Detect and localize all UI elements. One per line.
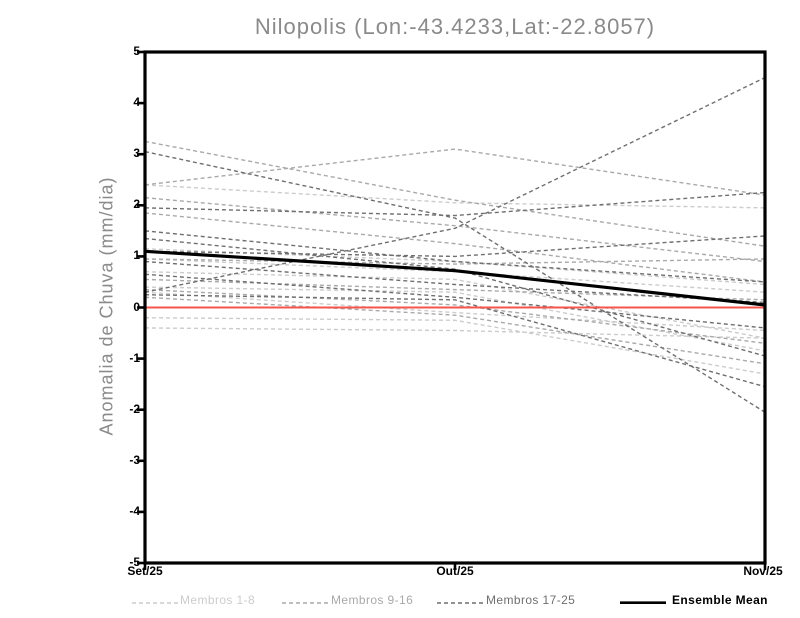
member-line (144, 288, 766, 344)
member-line (144, 150, 766, 413)
member-line (144, 286, 766, 352)
member-line (144, 291, 766, 332)
member-line (144, 258, 766, 265)
member-line (144, 273, 766, 329)
member-line (144, 191, 766, 217)
chart-title: Nilopolis (Lon:-43.4233,Lat:-22.8057) (254, 14, 656, 39)
member-line (144, 260, 766, 304)
member-line (144, 196, 766, 263)
member-line (144, 230, 766, 283)
y-tick-label: -4 (129, 503, 140, 518)
y-tick-label: 2 (133, 197, 140, 212)
member-line (144, 294, 766, 388)
member-line (144, 317, 766, 375)
y-tick-label: -3 (129, 452, 140, 467)
y-tick-label: 4 (133, 95, 140, 110)
y-tick-label: 5 (133, 44, 140, 58)
y-tick-label: -2 (129, 401, 140, 416)
member-line (144, 148, 766, 196)
y-tick-label: 3 (133, 146, 140, 161)
member-line (144, 76, 766, 293)
member-line (144, 271, 766, 339)
ensemble-mean-line (144, 249, 766, 307)
x-tick-label: Out/25 (436, 564, 474, 578)
member-line (144, 184, 766, 209)
member-line (144, 140, 766, 247)
member-line (144, 278, 766, 301)
y-tick-label: 0 (133, 299, 140, 314)
member-line (144, 327, 766, 339)
x-tick-label: Nov/25 (743, 564, 783, 578)
member-line (144, 235, 766, 258)
y-tick-label: -1 (129, 350, 140, 365)
x-tick-label: Set/25 (127, 564, 163, 578)
member-line (144, 212, 766, 283)
y-tick-label: -5 (129, 555, 140, 569)
y-tick-label: 1 (133, 248, 140, 263)
